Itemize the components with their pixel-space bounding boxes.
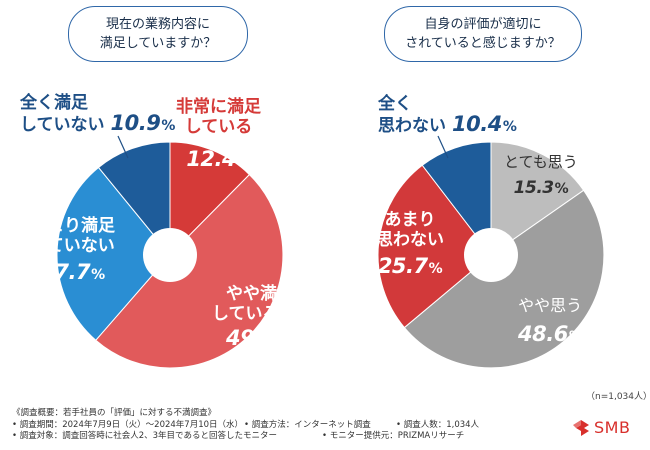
- pie2-slice-1: [490, 141, 585, 256]
- label-not-very-line2: 思わない: [376, 230, 444, 250]
- smb-logo-text: SMB: [594, 418, 631, 437]
- label-not-very-satisfied-line1: あまり満足: [30, 216, 115, 236]
- leader-line-right: [437, 135, 449, 159]
- label-very-satisfied: 非常に満足 している 12.4%: [176, 97, 261, 172]
- footer-count: • 調査人数：1,034人: [396, 419, 480, 430]
- pie1-slice-1: [169, 141, 251, 257]
- footer-target: • 調査対象：調査回答時に社会人2、3年目であると回答したモニター: [12, 431, 277, 441]
- label-not-very: あまり 思わない 25.7%: [376, 210, 444, 279]
- pie1-center-hole: [143, 228, 197, 282]
- pie2-slice-4: [421, 141, 492, 257]
- pie2-center-hole: [464, 228, 518, 282]
- label-somewhat-satisfied-line1: やや満足: [226, 284, 294, 304]
- label-not-at-all-line1: 全く: [378, 94, 412, 114]
- footer-method: • 調査方法：インターネット調査: [244, 419, 371, 430]
- footer-provider: • モニター提供元：PRIZMAリサーチ: [322, 431, 465, 441]
- label-somewhat-agree: やや思う 48.6%: [518, 296, 583, 347]
- question-pill-left: 現在の業務内容に 満足していますか？: [68, 6, 248, 62]
- pct-somewhat-satisfied: 49.0%: [226, 326, 291, 350]
- question-right-line1: 自身の評価が適切に: [424, 17, 542, 32]
- label-very-satisfied-line2: している: [184, 117, 253, 137]
- pct-somewhat-agree: 48.6%: [518, 322, 583, 346]
- label-not-satisfied-at-all-line2: していない: [20, 115, 105, 135]
- pct-not-at-all: 10.4%: [452, 112, 517, 136]
- pie2-slice-2: [403, 189, 605, 369]
- question-pill-right: 自身の評価が適切に されていると感じますか？: [384, 6, 582, 62]
- label-not-satisfied-at-all-line1: 全く満足: [20, 93, 88, 113]
- pie1-slice-3: [56, 166, 171, 341]
- pct-not-satisfied-at-all: 10.9%: [110, 111, 176, 135]
- label-not-satisfied-at-all: 全く満足 していない 10.9%: [20, 93, 175, 136]
- label-very-satisfied-line1: 非常に満足: [176, 97, 261, 117]
- label-somewhat-satisfied-line2: している: [212, 304, 280, 324]
- smb-logo-mark-icon: [573, 419, 589, 436]
- survey-footer: 《調査概要：若手社員の「評価」に対する不満調査》 • 調査期間：2024年7月9…: [12, 408, 479, 443]
- label-somewhat-satisfied: やや満足 している 49.0%: [212, 284, 294, 351]
- footer-title: 《調査概要：若手社員の「評価」に対する不満調査》: [12, 408, 217, 418]
- smb-logo: SMB: [572, 418, 630, 437]
- question-right-line2: されていると感じますか？: [405, 36, 561, 51]
- label-somewhat-agree-line1: やや思う: [518, 296, 583, 315]
- label-not-at-all: 全く 思わない 10.4%: [378, 94, 517, 137]
- label-not-at-all-line2: 思わない: [378, 116, 446, 136]
- label-not-very-satisfied: あまり満足 していない 27.7%: [30, 216, 115, 285]
- footer-period: • 調査期間：2024年7月9日（火）～2024年7月10日（水）: [12, 419, 244, 430]
- label-strongly-agree: とても思う 15.3%: [504, 152, 578, 199]
- question-left-line2: 満足していますか？: [99, 36, 217, 51]
- pie2-slice-3: [377, 164, 492, 329]
- sample-size-note: （n=1,034人）: [586, 392, 650, 402]
- pct-not-very-satisfied: 27.7%: [40, 260, 105, 284]
- pct-very-satisfied: 12.4%: [186, 147, 251, 171]
- pie1-slice-4: [97, 141, 171, 257]
- label-strongly-agree-line1: とても思う: [504, 153, 578, 171]
- pct-strongly-agree: 15.3%: [513, 178, 569, 198]
- pct-not-very: 25.7%: [377, 254, 443, 278]
- label-not-very-satisfied-line2: していない: [30, 236, 115, 256]
- leader-line-left: [117, 135, 129, 159]
- label-not-very-line1: あまり: [384, 210, 436, 230]
- question-left-line1: 現在の業務内容に: [105, 17, 210, 32]
